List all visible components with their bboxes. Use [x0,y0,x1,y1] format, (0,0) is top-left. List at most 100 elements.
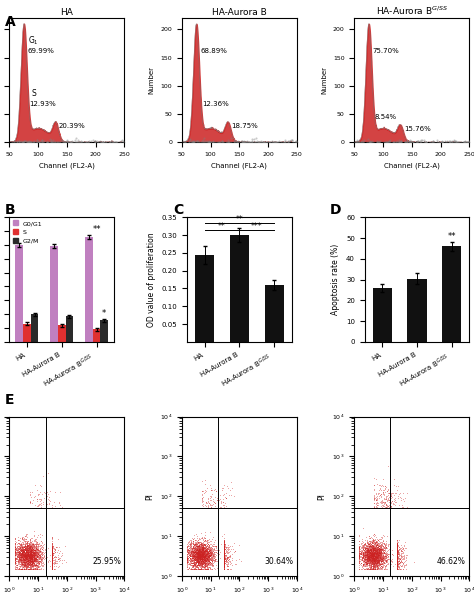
Point [369,546,377,556]
Point [197,559,205,569]
Point [386,503,394,513]
Point [27,558,34,568]
Point [196,558,204,568]
Point [450,137,457,146]
Point [367,549,375,559]
Point [38,558,46,568]
Point [393,556,401,565]
Point [356,556,364,565]
Point [388,503,395,513]
Point [393,547,401,557]
Point [371,562,379,572]
Point [54,554,62,563]
Point [22,545,29,554]
Point [464,137,471,146]
Point [378,503,385,513]
Point [48,545,56,554]
Point [16,542,23,551]
Point [196,564,204,574]
Point [211,554,219,564]
Point [376,540,383,550]
Point [16,562,23,572]
Point [369,552,377,562]
Point [18,548,26,557]
Point [18,541,25,551]
Point [369,540,376,550]
Point [377,541,385,550]
Point [224,136,231,145]
Point [25,553,33,562]
Point [33,563,40,572]
Point [359,560,366,569]
Point [29,554,37,564]
Point [194,550,202,560]
Point [371,550,378,559]
Point [201,554,209,563]
Point [15,544,22,553]
Point [257,137,265,147]
Point [196,137,203,146]
Point [210,494,217,503]
Point [362,545,370,554]
Point [196,553,203,562]
Point [220,553,228,563]
Point [187,548,195,558]
Point [207,536,214,546]
Point [194,552,202,562]
Point [370,556,377,565]
Point [393,564,401,574]
Point [368,137,375,147]
Point [194,549,201,559]
Point [379,553,387,563]
Point [369,546,376,556]
Point [198,554,205,563]
Point [22,560,29,569]
Point [364,544,371,554]
Point [29,564,36,574]
Point [21,136,29,145]
Point [198,545,206,554]
Point [18,533,26,542]
Point [378,554,385,563]
Point [360,548,367,558]
Point [12,553,19,562]
Point [363,551,370,561]
Point [20,552,27,562]
Point [191,548,199,557]
Point [383,554,391,563]
Point [202,548,210,558]
Point [15,548,22,557]
Point [31,542,39,552]
Point [393,551,401,560]
Point [397,545,405,555]
Point [220,548,228,558]
Point [393,551,401,560]
Point [366,550,374,560]
Point [43,137,51,146]
Point [15,564,23,574]
Point [199,557,206,566]
Point [377,556,384,566]
Point [203,554,210,563]
Point [205,564,212,574]
Point [210,137,217,147]
Point [25,557,32,567]
Point [374,553,381,563]
Point [393,551,401,561]
Point [403,503,410,512]
Point [48,557,56,566]
Point [220,548,228,558]
Point [28,557,36,567]
Point [363,543,370,553]
Point [369,553,377,563]
Point [26,550,33,559]
Point [220,539,228,549]
Point [67,137,74,147]
Point [53,137,61,147]
Point [195,543,203,553]
Point [196,549,204,559]
Point [374,540,382,550]
Point [197,562,204,572]
Point [190,559,198,569]
Point [365,539,373,549]
